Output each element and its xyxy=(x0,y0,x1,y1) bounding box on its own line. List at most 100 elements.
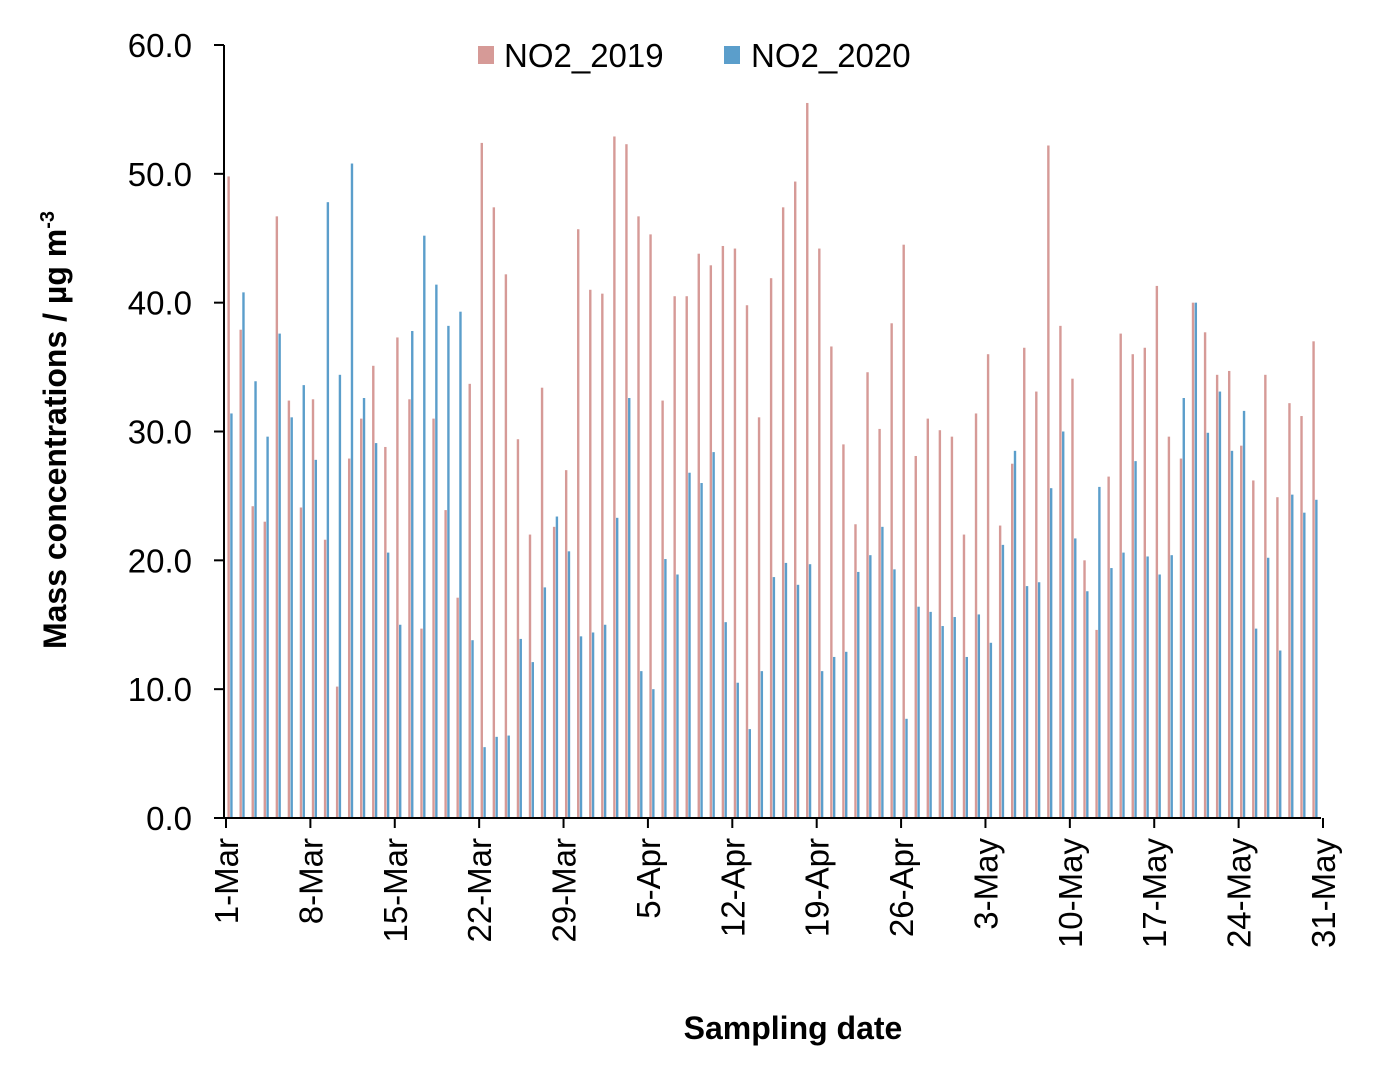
bar-no2-2020-24 xyxy=(519,638,522,818)
y-tick-label-3: 30.0 xyxy=(128,414,192,451)
bar-no2-2020-4 xyxy=(278,333,281,818)
bar-no2-2019-8 xyxy=(323,539,327,818)
bar-no2-2019-86 xyxy=(1264,374,1267,818)
bar-no2-2019-69 xyxy=(1059,325,1062,818)
bar-no2-2019-26 xyxy=(540,387,544,818)
x-ticks: 1-Mar 8-Mar 15-Mar 22-Mar 29-Mar 5-Apr 12-Apr 1… xyxy=(208,818,1342,948)
x-tick-label-5: 5-Apr xyxy=(630,838,667,919)
x-tick-label-7: 19-Apr xyxy=(799,838,836,937)
x-tick-label-6: 12-Apr xyxy=(714,838,751,937)
bar-no2-2020-25 xyxy=(531,662,534,818)
bar-no2-2020-2 xyxy=(254,381,257,818)
bar-no2-2020-66 xyxy=(1025,586,1029,818)
y-tick-label-1: 10.0 xyxy=(128,671,192,708)
bar-no2-2019-18 xyxy=(444,510,447,818)
bar-no2-2020-90 xyxy=(1315,499,1318,818)
bar-no2-2020-47 xyxy=(796,584,800,818)
bar-no2-2020-74 xyxy=(1122,552,1125,818)
bar-no2-2019-6 xyxy=(299,507,303,818)
bar-no2-2020-82 xyxy=(1218,391,1222,818)
bar-no2-2019-0 xyxy=(227,176,230,818)
bar-no2-2020-45 xyxy=(772,577,776,818)
bar-no2-2019-4 xyxy=(275,216,279,819)
x-tick-label-2: 15-Mar xyxy=(377,838,414,943)
bar-no2-2019-85 xyxy=(1252,480,1255,818)
bar-no2-2020-30 xyxy=(591,632,595,818)
bar-no2-2019-36 xyxy=(661,400,664,818)
bar-no2-2020-54 xyxy=(881,526,884,818)
bar-no2-2020-62 xyxy=(977,614,981,818)
bar-no2-2020-17 xyxy=(435,284,438,818)
bar-no2-2020-70 xyxy=(1074,538,1077,818)
bar-no2-2020-35 xyxy=(652,689,655,818)
bar-no2-2020-9 xyxy=(338,374,342,818)
bar-no2-2019-15 xyxy=(408,399,411,818)
bar-no2-2019-1 xyxy=(239,329,242,818)
legend: NO2_2019 NO2_2020 xyxy=(478,37,911,74)
bar-no2-2019-47 xyxy=(794,181,797,818)
bar-no2-2019-87 xyxy=(1276,497,1279,818)
bar-no2-2020-10 xyxy=(350,163,354,818)
bar-no2-2020-58 xyxy=(929,611,932,818)
bar-no2-2020-88 xyxy=(1291,494,1294,818)
bar-no2-2019-60 xyxy=(950,436,954,818)
bar-no2-2020-51 xyxy=(845,651,848,818)
bar-no2-2019-34 xyxy=(637,216,640,819)
bar-no2-2019-11 xyxy=(360,418,363,818)
bar-no2-2019-79 xyxy=(1179,458,1183,818)
bar-no2-2020-28 xyxy=(567,551,571,818)
bar-no2-2019-13 xyxy=(384,446,387,818)
bar-no2-2020-53 xyxy=(869,555,872,818)
bar-no2-2019-71 xyxy=(1083,560,1086,818)
bar-no2-2019-37 xyxy=(673,296,676,819)
y-ticks: 0.0 10.0 20.0 30.0 40.0 50.0 60.0 xyxy=(128,27,224,837)
bar-no2-2020-32 xyxy=(615,517,619,818)
bar-no2-2020-85 xyxy=(1254,628,1258,818)
x-tick-label-12: 24-May xyxy=(1221,838,1258,949)
bar-no2-2019-62 xyxy=(974,413,978,818)
bar-no2-2020-48 xyxy=(808,564,812,818)
bar-no2-2020-21 xyxy=(483,747,486,818)
bars-layer xyxy=(227,102,1318,819)
bar-no2-2020-81 xyxy=(1206,432,1210,818)
bar-no2-2019-46 xyxy=(781,207,785,818)
bar-no2-2019-48 xyxy=(806,102,809,819)
bar-no2-2020-89 xyxy=(1303,512,1306,818)
bar-no2-2020-63 xyxy=(989,642,993,818)
bar-no2-2019-32 xyxy=(613,136,616,819)
bar-no2-2019-9 xyxy=(335,686,339,818)
bar-no2-2019-33 xyxy=(625,144,628,818)
bar-no2-2019-63 xyxy=(986,354,990,818)
bar-no2-2019-12 xyxy=(372,365,375,818)
bar-no2-2020-18 xyxy=(447,325,450,818)
bar-no2-2020-71 xyxy=(1086,591,1089,818)
bar-no2-2020-44 xyxy=(760,671,764,818)
bar-no2-2020-52 xyxy=(857,571,860,818)
bar-no2-2020-6 xyxy=(302,385,305,818)
bar-no2-2019-70 xyxy=(1071,378,1074,818)
x-tick-label-11: 17-May xyxy=(1136,838,1173,949)
x-tick-label-8: 26-Apr xyxy=(883,838,920,937)
bar-no2-2020-87 xyxy=(1279,650,1282,818)
bar-no2-2020-43 xyxy=(748,729,751,818)
x-tick-label-4: 29-Mar xyxy=(546,838,583,943)
bar-no2-2020-22 xyxy=(495,736,498,818)
bar-no2-2019-16 xyxy=(420,628,423,818)
bar-no2-2019-42 xyxy=(733,248,737,818)
bar-no2-2019-51 xyxy=(842,444,845,818)
bar-no2-2019-81 xyxy=(1203,332,1207,818)
bar-no2-2020-84 xyxy=(1242,410,1246,818)
bar-no2-2019-49 xyxy=(818,248,821,818)
bar-no2-2019-58 xyxy=(926,418,930,818)
legend-swatch-no2-2020 xyxy=(724,46,740,64)
legend-swatch-no2-2019 xyxy=(478,46,494,64)
x-tick-label-0: 1-Mar xyxy=(208,838,245,924)
bar-no2-2020-1 xyxy=(242,292,245,818)
bar-no2-2019-31 xyxy=(601,293,604,818)
bar-no2-2019-39 xyxy=(697,253,700,818)
bar-no2-2019-67 xyxy=(1035,391,1038,818)
bar-no2-2020-3 xyxy=(266,436,269,818)
bar-no2-2019-66 xyxy=(1023,347,1026,818)
y-tick-label-4: 40.0 xyxy=(128,285,192,322)
bar-no2-2019-78 xyxy=(1167,436,1171,818)
